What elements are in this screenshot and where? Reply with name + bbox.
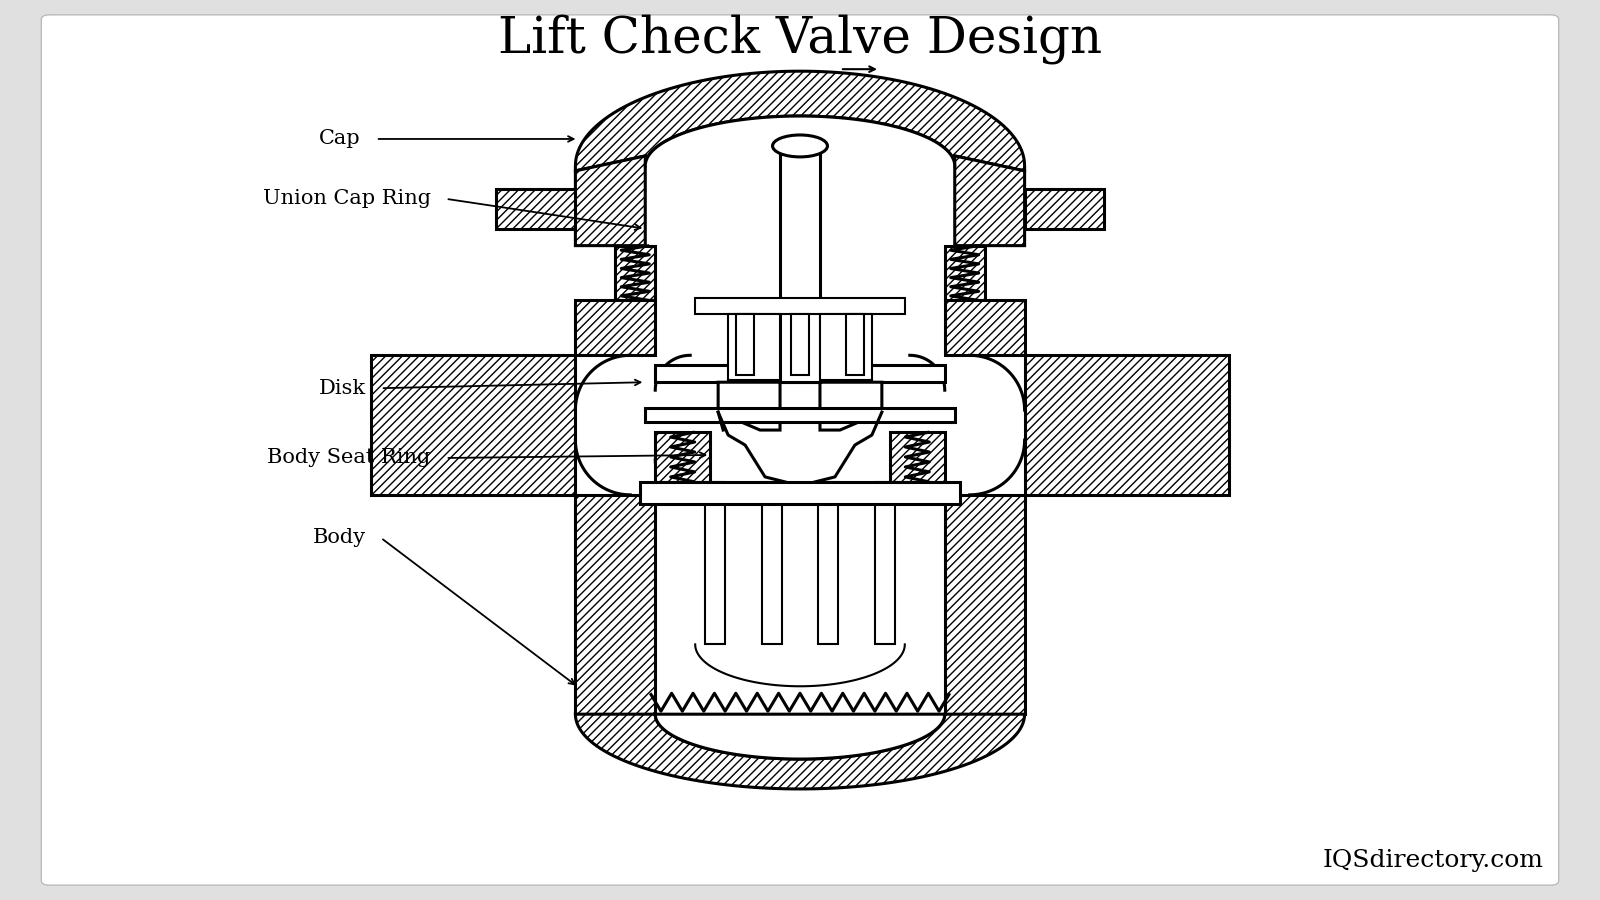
Ellipse shape — [773, 135, 827, 157]
Polygon shape — [576, 71, 1024, 171]
Polygon shape — [944, 495, 1024, 715]
Polygon shape — [790, 314, 810, 375]
Polygon shape — [656, 432, 710, 482]
Bar — [762, 482, 782, 644]
Polygon shape — [1024, 356, 1229, 495]
Polygon shape — [890, 432, 944, 482]
Polygon shape — [576, 715, 1024, 789]
Polygon shape — [718, 382, 781, 430]
Bar — [706, 482, 725, 644]
Polygon shape — [576, 156, 645, 246]
Polygon shape — [944, 246, 984, 301]
Polygon shape — [1024, 189, 1104, 229]
Polygon shape — [616, 246, 656, 301]
Polygon shape — [645, 116, 955, 166]
Polygon shape — [955, 156, 1024, 246]
Text: Body Seat Ring: Body Seat Ring — [267, 448, 430, 467]
Text: IQSdirectory.com: IQSdirectory.com — [1323, 850, 1544, 872]
Bar — [818, 482, 838, 644]
Polygon shape — [576, 495, 656, 715]
Polygon shape — [694, 299, 906, 314]
FancyBboxPatch shape — [42, 14, 1558, 886]
Polygon shape — [656, 715, 944, 759]
Text: Union Cap Ring: Union Cap Ring — [262, 189, 430, 208]
Text: Lift Check Valve Design: Lift Check Valve Design — [498, 14, 1102, 64]
Polygon shape — [736, 314, 754, 375]
Polygon shape — [656, 365, 944, 382]
Polygon shape — [645, 408, 955, 422]
Polygon shape — [496, 189, 576, 229]
Polygon shape — [371, 356, 576, 495]
Text: Cap: Cap — [318, 130, 360, 148]
Bar — [640, 482, 960, 504]
Polygon shape — [819, 314, 872, 380]
Bar — [875, 482, 894, 644]
Polygon shape — [728, 314, 781, 380]
Polygon shape — [944, 301, 1024, 356]
Polygon shape — [819, 382, 882, 430]
Polygon shape — [576, 301, 656, 356]
Text: Disk: Disk — [318, 379, 366, 398]
Text: Body: Body — [312, 528, 366, 547]
Polygon shape — [846, 314, 864, 375]
Bar — [781, 146, 819, 382]
